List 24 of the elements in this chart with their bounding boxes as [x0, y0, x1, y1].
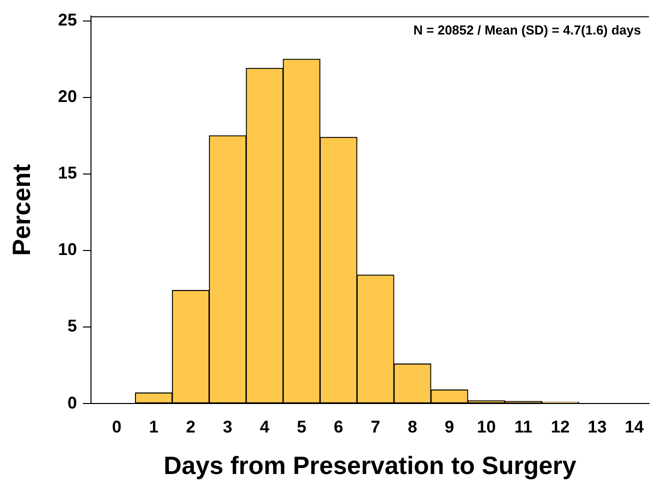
x-tick-label: 11	[514, 417, 532, 436]
x-axis-title: Days from Preservation to Surgery	[164, 452, 576, 480]
x-tick-label: 10	[476, 417, 496, 436]
x-tick-label: 4	[260, 417, 270, 436]
x-tick-label: 7	[370, 417, 380, 436]
x-tick-label: 0	[112, 417, 122, 436]
y-tick-label: 15	[58, 164, 77, 183]
x-tick-label: 13	[588, 417, 607, 436]
annotation: N = 20852 / Mean (SD) = 4.7(1.6) days	[413, 22, 641, 38]
x-tick-label: 8	[408, 417, 418, 436]
x-tick-label: 14	[624, 417, 644, 436]
x-tick-label: 6	[334, 417, 344, 436]
y-tick-label: 25	[58, 10, 77, 30]
y-tick-label: 20	[58, 87, 77, 106]
x-tick-label: 5	[296, 417, 306, 436]
y-axis-title: Percent	[8, 163, 36, 256]
x-tick-label: 1	[149, 417, 158, 436]
x-tick-label: 3	[222, 417, 232, 436]
x-tick-label: 9	[444, 417, 454, 436]
y-tick-label: 0	[67, 393, 77, 412]
y-tick-label: 5	[67, 316, 77, 336]
x-tick-label: 12	[550, 417, 570, 436]
y-tick-label: 10	[58, 240, 77, 260]
x-tick-label: 2	[186, 417, 196, 436]
